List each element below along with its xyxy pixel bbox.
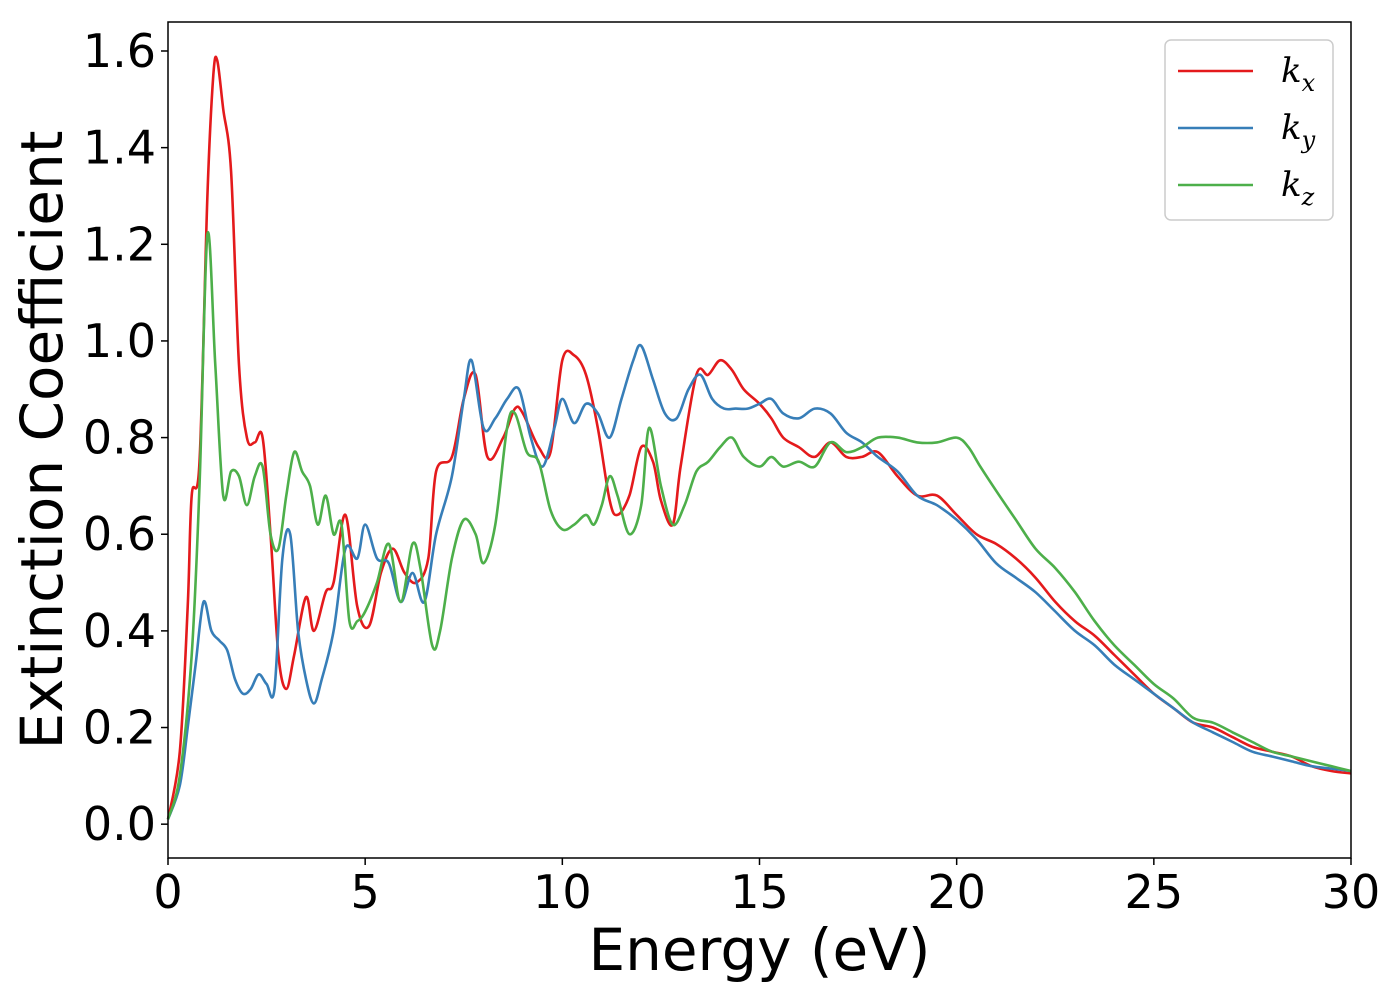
- series-line-kz: [166, 230, 1352, 820]
- y-tick-label: 1.4: [83, 121, 156, 175]
- x-tick-label: 25: [1125, 865, 1184, 919]
- x-axis-title: Energy (eV): [588, 916, 930, 984]
- series-line-kx: [166, 55, 1352, 820]
- x-tick-label: 5: [351, 865, 380, 919]
- y-tick-label: 1.0: [83, 314, 156, 368]
- y-axis-title: Extinction Coefficient: [8, 131, 76, 750]
- legend-box: [1164, 39, 1334, 221]
- series-layer: [166, 55, 1352, 820]
- y-tick-label: 1.6: [83, 24, 156, 78]
- x-tick-label: 30: [1322, 865, 1381, 919]
- y-tick-label: 0.6: [83, 507, 156, 561]
- y-tick-label: 0.0: [83, 797, 156, 851]
- x-tick-label: 15: [730, 865, 789, 919]
- series-line-ky: [166, 343, 1352, 820]
- x-tick-label: 10: [533, 865, 592, 919]
- x-axis-ticks: 0 5 10 15 20 25 30: [153, 858, 1380, 919]
- y-axis-ticks: 0.0 0.2 0.4 0.6 0.8 1.0 1.2 1.4 1.6: [83, 24, 168, 851]
- x-tick-label: 20: [927, 865, 986, 919]
- y-tick-label: 0.8: [83, 411, 156, 465]
- y-tick-label: 0.4: [83, 604, 156, 658]
- y-tick-label: 1.2: [83, 217, 156, 271]
- x-tick-label: 0: [153, 865, 182, 919]
- y-tick-label: 0.2: [83, 701, 156, 755]
